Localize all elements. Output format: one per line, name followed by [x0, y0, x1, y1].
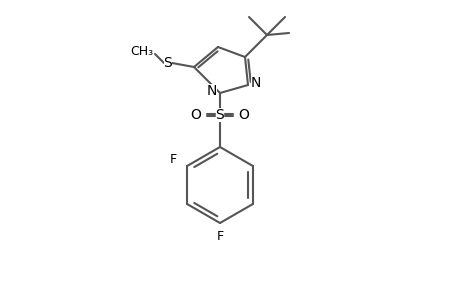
- Text: O: O: [190, 108, 201, 122]
- Text: F: F: [216, 230, 223, 244]
- Text: N: N: [250, 76, 261, 90]
- Text: N: N: [207, 84, 217, 98]
- Text: CH₃: CH₃: [130, 44, 153, 58]
- Text: F: F: [169, 152, 176, 166]
- Text: O: O: [238, 108, 249, 122]
- Text: S: S: [163, 56, 172, 70]
- Text: S: S: [215, 108, 224, 122]
